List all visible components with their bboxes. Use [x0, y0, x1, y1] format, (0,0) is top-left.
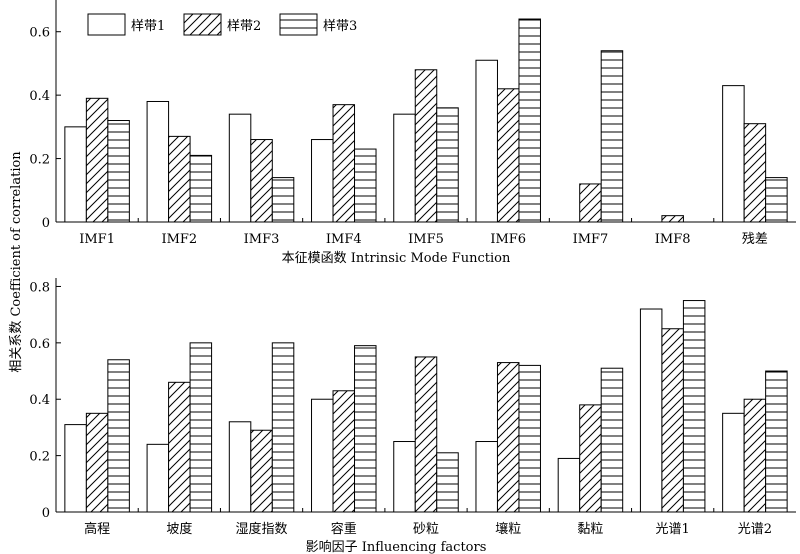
bar-horizontal	[518, 18, 541, 223]
bar-blank	[393, 113, 416, 223]
bar-blank	[722, 412, 745, 513]
legend-label: 样带2	[227, 19, 261, 34]
bar-horizontal	[354, 148, 377, 223]
bar-diagonal	[332, 104, 356, 223]
bar-horizontal	[271, 177, 295, 223]
bar-blank	[311, 398, 334, 513]
x-tick-label: 坡度	[166, 521, 192, 537]
bar-blank	[475, 59, 498, 223]
x-tick-label: IMF2	[161, 232, 197, 247]
bar-horizontal	[765, 177, 788, 223]
bar-horizontal	[600, 50, 624, 223]
bar-horizontal	[765, 370, 788, 513]
y-tick-label: 0.6	[29, 337, 50, 352]
x-axis-label: 影响因子 Influencing factors	[306, 539, 487, 554]
bar-diagonal	[250, 429, 273, 513]
bar-horizontal	[189, 342, 213, 513]
bar-diagonal	[579, 183, 602, 223]
legend-swatch-horizontal	[279, 13, 318, 36]
bar-diagonal	[168, 381, 191, 513]
y-tick-label: 0.2	[29, 450, 50, 465]
bar-blank	[146, 443, 170, 513]
bar-blank	[722, 85, 745, 223]
chart-panel-imf: 0 0.2 0.4 0.6 IMF1 IMF2 IMF3 IMF4 IMF5 IMF6 IMF7 IM…	[29, 0, 796, 266]
x-tick-label: IMF4	[326, 232, 362, 247]
bar-diagonal	[332, 390, 356, 513]
bar-diagonal	[85, 97, 109, 223]
bar-blank	[228, 113, 252, 223]
x-tick-label: IMF7	[573, 232, 609, 247]
y-tick-label: 0	[42, 506, 50, 521]
x-axis-label: 本征模函数 Intrinsic Mode Function	[282, 251, 511, 266]
bar-diagonal	[414, 356, 438, 513]
y-tick-label: 0.6	[29, 26, 50, 41]
y-tick-label: 0.2	[29, 153, 50, 168]
x-tick-label: 黏粒	[577, 521, 603, 537]
bar-diagonal	[661, 215, 684, 223]
legend-swatch-blank	[87, 13, 126, 36]
y-axis-label: 相关系数 Coefficient of correlation	[9, 151, 24, 373]
y-tick-label: 0.4	[29, 393, 50, 408]
x-tick-label: 残差	[742, 232, 768, 247]
bar-horizontal	[518, 364, 541, 513]
bar-blank	[393, 441, 416, 513]
bar-blank	[311, 139, 334, 223]
chart-panel-factors: 0 0.2 0.4 0.6 0.8 高程 坡度 湿度指数 容重 砂粒 壤粒 黏粒 光谱1 光谱2 影响因子 …	[29, 278, 796, 554]
x-tick-label: IMF1	[79, 232, 115, 247]
bar-horizontal	[436, 107, 459, 223]
bar-blank	[475, 441, 498, 513]
y-tick-label: 0.4	[29, 89, 50, 104]
x-tick-label: IMF6	[490, 232, 526, 247]
bar-blank	[64, 126, 87, 223]
bar-blank	[64, 424, 87, 513]
x-tick-label: 光谱1	[656, 522, 690, 537]
bar-horizontal	[682, 300, 706, 513]
x-tick-label: IMF5	[408, 232, 444, 247]
x-tick-label: 容重	[331, 521, 357, 537]
x-tick-label: IMF8	[655, 232, 691, 247]
bar-blank	[146, 100, 170, 223]
bar-diagonal	[168, 135, 191, 223]
bar-diagonal	[743, 123, 767, 223]
bar-diagonal	[250, 139, 273, 223]
y-tick-label: 0	[42, 216, 50, 231]
legend: 样带1 样带2 样带3	[87, 13, 357, 36]
bar-blank	[228, 421, 252, 513]
legend-label: 样带3	[323, 19, 357, 34]
bar-blank	[557, 457, 581, 513]
x-tick-label: 湿度指数	[236, 521, 288, 537]
bar-horizontal	[189, 154, 213, 223]
bar-horizontal	[107, 359, 130, 513]
bar-diagonal	[414, 69, 438, 223]
bar-horizontal	[600, 367, 624, 513]
bar-horizontal	[107, 120, 130, 223]
bar-horizontal	[271, 342, 295, 513]
bar-diagonal	[496, 88, 520, 223]
bar-diagonal	[661, 328, 684, 513]
bar-blank	[639, 308, 663, 513]
bar-diagonal	[743, 398, 767, 513]
bar-horizontal	[436, 452, 459, 513]
y-tick-label: 0.8	[29, 280, 50, 295]
x-tick-label: 高程	[84, 521, 110, 537]
x-tick-label: 砂粒	[413, 522, 439, 537]
x-tick-label: 光谱2	[738, 522, 772, 537]
bar-diagonal	[496, 362, 520, 513]
x-tick-label: IMF3	[244, 232, 280, 247]
legend-swatch-diagonal	[183, 13, 222, 36]
x-tick-label: 壤粒	[495, 521, 521, 537]
bar-diagonal	[85, 412, 109, 513]
bar-horizontal	[354, 345, 377, 513]
bar-diagonal	[579, 404, 602, 513]
legend-label: 样带1	[131, 19, 165, 34]
